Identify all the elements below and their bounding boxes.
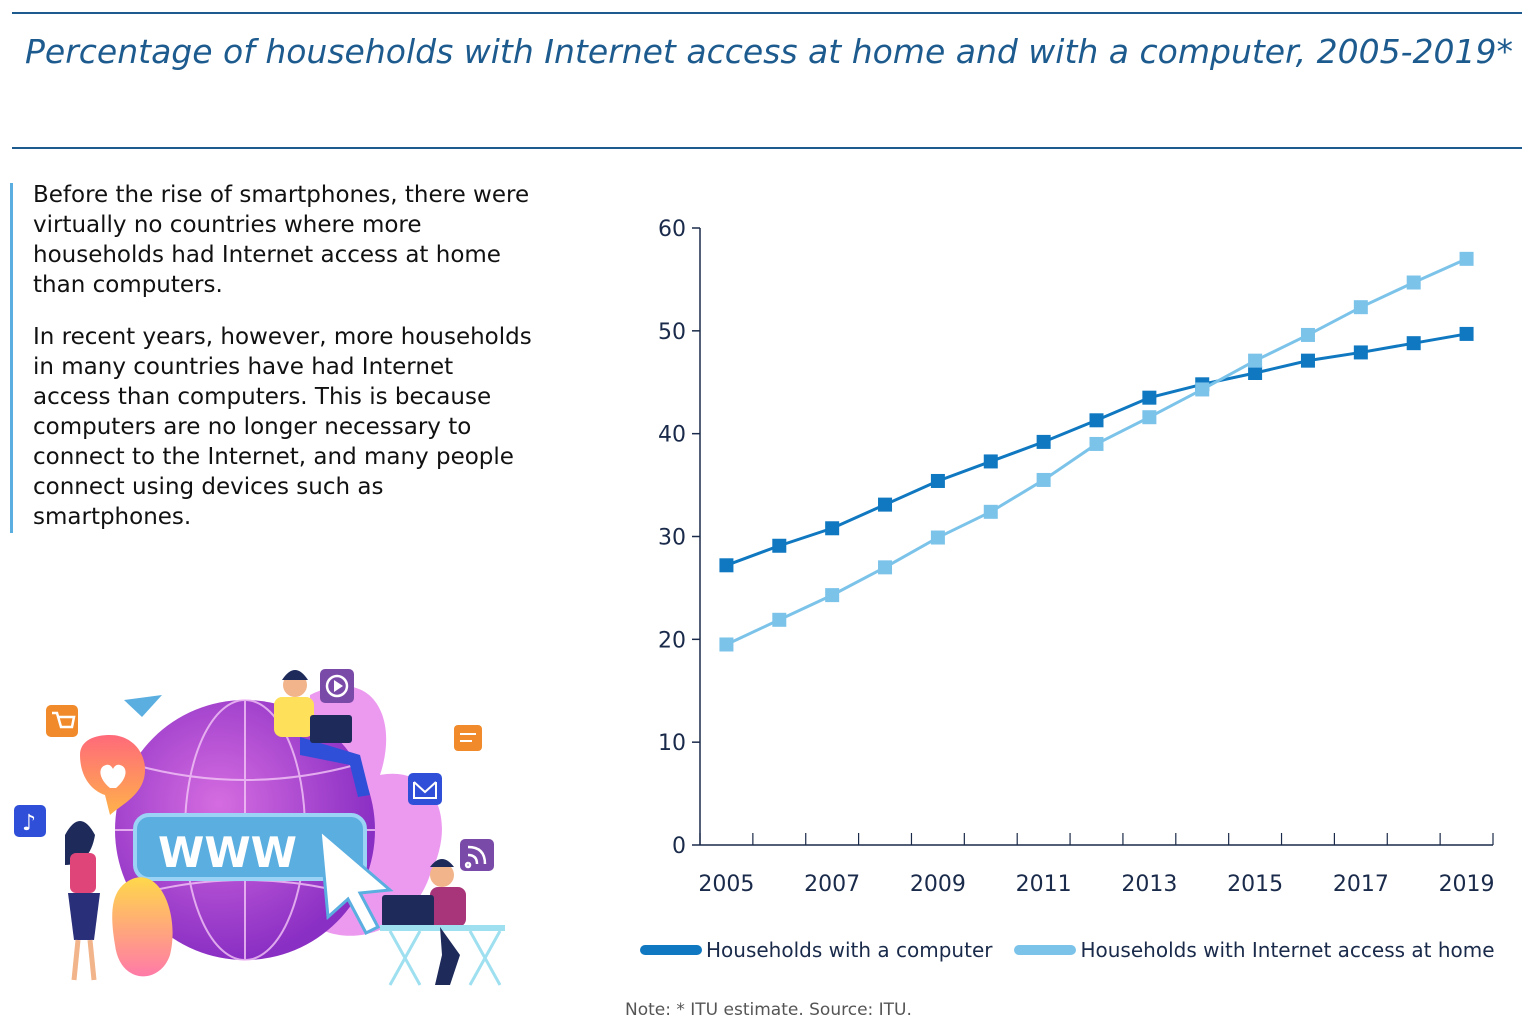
source-note: Note: * ITU estimate. Source: ITU. — [625, 1000, 912, 1020]
chart-legend: Households with a computer Households wi… — [640, 938, 1517, 962]
y-tick-label: 30 — [658, 526, 686, 551]
series-2-point — [1300, 327, 1315, 342]
legend-item-computer: Households with a computer — [640, 938, 992, 962]
series-1-point — [825, 521, 840, 536]
series-1-point — [1089, 413, 1104, 428]
series-1-point — [1142, 390, 1157, 405]
x-tick-label: 2015 — [1227, 872, 1283, 897]
title-divider — [12, 147, 1522, 149]
series-2-point — [1142, 410, 1157, 425]
series-line-2 — [725, 257, 1468, 646]
person-sitting-figure — [274, 670, 370, 797]
y-tick-label: 50 — [658, 320, 686, 345]
music-note-icon — [14, 805, 46, 837]
chat-icon — [454, 725, 482, 751]
www-label: WWW — [158, 828, 297, 877]
paper-plane-icon — [124, 695, 162, 717]
legend-label-computer: Households with a computer — [706, 938, 993, 962]
series-2-point — [1248, 353, 1263, 368]
y-tick-label: 20 — [658, 628, 686, 653]
series-1-point — [1300, 353, 1315, 368]
paragraph-1: Before the rise of smartphones, there we… — [33, 182, 530, 298]
heart-icon — [100, 764, 126, 788]
y-tick-label: 10 — [658, 731, 686, 756]
body-text: Before the rise of smartphones, there we… — [33, 180, 533, 554]
y-tick-label: 40 — [658, 423, 686, 448]
series-1-point — [1459, 326, 1474, 341]
series-1-point — [1248, 365, 1263, 380]
series-2-point — [1195, 382, 1210, 397]
legend-swatch-computer — [640, 945, 702, 955]
paragraph-2: In recent years, however, more household… — [33, 324, 532, 530]
series-2-point — [825, 588, 840, 603]
cursor-icon — [318, 826, 394, 935]
series-2-point — [719, 637, 734, 652]
line-chart: 0 10 20 30 40 50 60 2005 2007 2009 2011 2013 2015 201… — [658, 217, 1495, 897]
top-rule — [12, 12, 1522, 14]
woman-with-phone-figure — [65, 821, 100, 981]
legend-label-internet: Households with Internet access at home — [1080, 938, 1495, 962]
series-1-point — [1353, 345, 1368, 360]
yellow-blob-shape — [112, 877, 173, 977]
series-1-point — [930, 473, 945, 488]
series-1-point — [1406, 336, 1421, 351]
x-tick-label: 2007 — [804, 872, 860, 897]
y-tick-label: 0 — [672, 834, 686, 859]
svg-text:♪: ♪ — [22, 811, 36, 836]
internet-illustration: WWW ♪ — [14, 669, 505, 986]
legend-item-internet: Households with Internet access at home — [1014, 938, 1495, 962]
series-2-point — [983, 504, 998, 519]
series-2-point — [1036, 472, 1051, 487]
text-accent-bar — [10, 183, 13, 533]
series-2-point — [1353, 300, 1368, 315]
address-bar-shape — [133, 813, 367, 881]
y-tick-label: 60 — [658, 217, 686, 242]
series-1-point — [772, 538, 787, 553]
series-2-point — [930, 530, 945, 545]
x-tick-label: 2013 — [1121, 872, 1177, 897]
x-tick-label: 2017 — [1333, 872, 1389, 897]
series-2-point — [1459, 251, 1474, 266]
series-1-point — [1036, 434, 1051, 449]
series-2-point — [1406, 275, 1421, 290]
series-1-point — [719, 558, 734, 573]
series-1-point — [878, 497, 893, 512]
x-tick-label: 2009 — [910, 872, 966, 897]
x-tick-label: 2005 — [698, 872, 754, 897]
series-1-point — [983, 454, 998, 469]
x-tick-label: 2019 — [1439, 872, 1495, 897]
page-title: Percentage of households with Internet a… — [25, 32, 1513, 71]
series-2-point — [1089, 436, 1104, 451]
series-2-point — [772, 612, 787, 627]
x-tick-label: 2011 — [1016, 872, 1072, 897]
legend-swatch-internet — [1014, 945, 1077, 955]
series-2-point — [878, 560, 893, 575]
man-at-desk-figure — [380, 859, 505, 986]
